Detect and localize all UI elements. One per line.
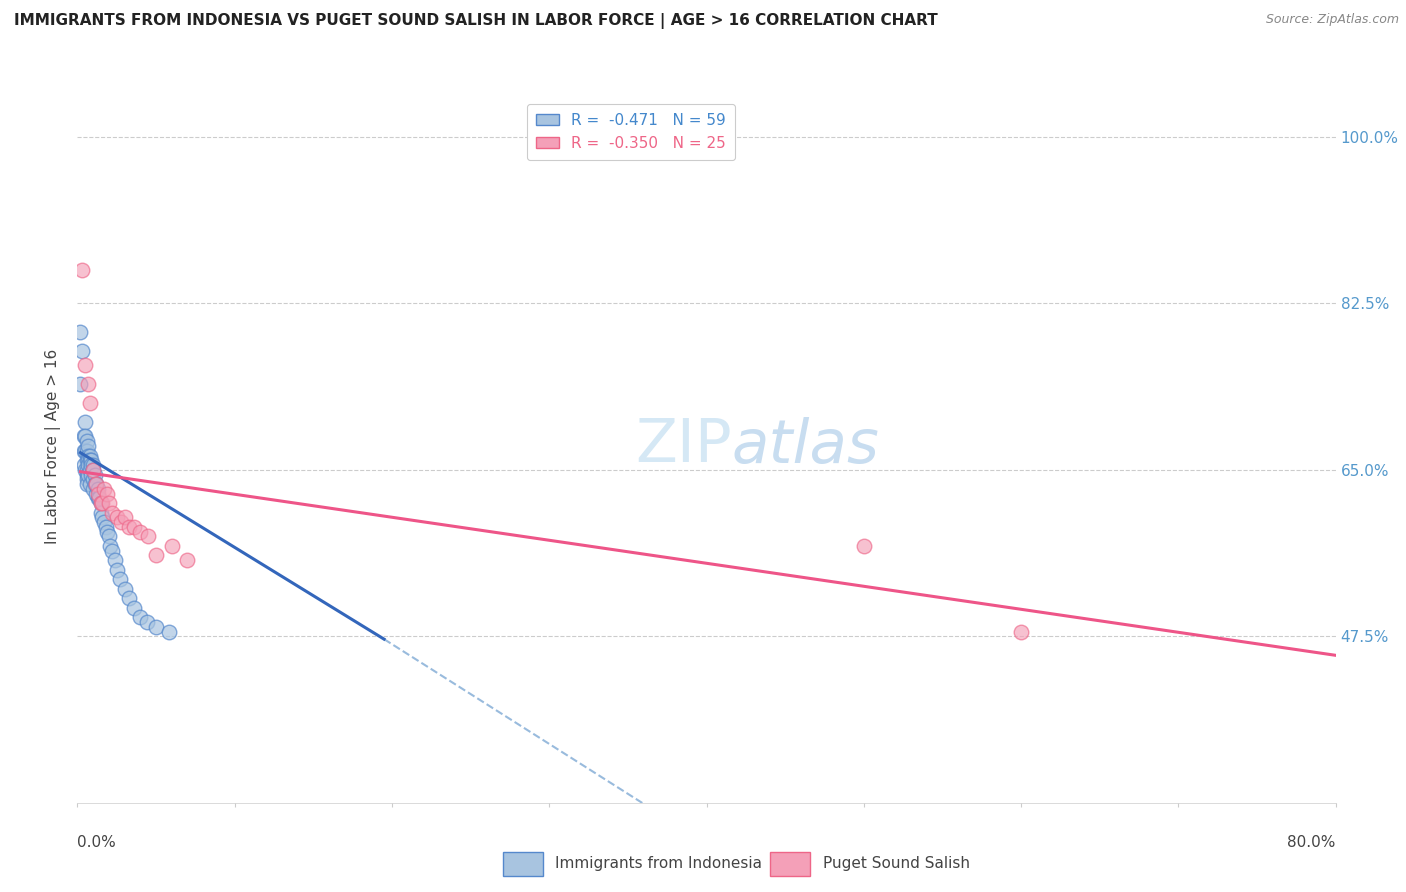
- Point: [94, 520, 117, 534]
- Point: [70, 343, 93, 358]
- Point: [1010, 624, 1032, 639]
- Point: [77, 377, 100, 392]
- Point: [82, 482, 104, 496]
- Point: [90, 496, 112, 510]
- Text: ZIP: ZIP: [636, 417, 731, 475]
- Text: 80.0%: 80.0%: [1288, 835, 1336, 850]
- Point: [84, 477, 107, 491]
- Point: [90, 506, 112, 520]
- Point: [76, 472, 98, 486]
- Point: [80, 458, 103, 472]
- Point: [76, 443, 98, 458]
- Text: Puget Sound Salish: Puget Sound Salish: [823, 856, 970, 871]
- Point: [108, 572, 131, 586]
- Point: [72, 429, 94, 443]
- Point: [82, 463, 104, 477]
- Point: [79, 477, 101, 491]
- Point: [91, 496, 114, 510]
- Point: [105, 563, 128, 577]
- Point: [82, 472, 104, 486]
- Legend: R =  -0.471   N = 59, R =  -0.350   N = 25: R = -0.471 N = 59, R = -0.350 N = 25: [527, 104, 735, 160]
- Point: [84, 486, 107, 500]
- Point: [145, 549, 167, 563]
- Point: [93, 482, 115, 496]
- Point: [101, 506, 124, 520]
- Y-axis label: In Labor Force | Age > 16: In Labor Force | Age > 16: [45, 349, 62, 543]
- Point: [79, 449, 101, 463]
- Point: [98, 539, 121, 553]
- Point: [75, 429, 97, 443]
- Point: [176, 553, 198, 567]
- Point: [76, 477, 98, 491]
- Point: [75, 463, 97, 477]
- Point: [76, 467, 98, 482]
- Point: [84, 477, 107, 491]
- Point: [79, 396, 101, 410]
- Point: [122, 600, 145, 615]
- Point: [79, 463, 101, 477]
- Point: [87, 482, 110, 496]
- Point: [76, 434, 98, 449]
- Point: [93, 515, 115, 529]
- Point: [83, 477, 105, 491]
- Point: [118, 520, 141, 534]
- Text: 0.0%: 0.0%: [77, 835, 117, 850]
- Text: Immigrants from Indonesia: Immigrants from Indonesia: [555, 856, 762, 871]
- Point: [122, 520, 145, 534]
- Point: [97, 529, 120, 543]
- Text: IMMIGRANTS FROM INDONESIA VS PUGET SOUND SALISH IN LABOR FORCE | AGE > 16 CORREL: IMMIGRANTS FROM INDONESIA VS PUGET SOUND…: [14, 13, 938, 29]
- Point: [91, 510, 114, 524]
- Point: [114, 510, 136, 524]
- Point: [114, 582, 136, 596]
- Point: [80, 453, 103, 467]
- Point: [79, 453, 101, 467]
- Point: [110, 515, 132, 529]
- Point: [75, 415, 97, 429]
- Point: [69, 325, 91, 339]
- Point: [75, 443, 97, 458]
- Point: [104, 553, 127, 567]
- Point: [75, 358, 97, 372]
- Point: [90, 496, 112, 510]
- Point: [96, 486, 118, 500]
- Point: [136, 529, 159, 543]
- Point: [72, 458, 94, 472]
- Point: [77, 439, 100, 453]
- Point: [77, 458, 100, 472]
- Point: [77, 453, 100, 467]
- Point: [852, 539, 875, 553]
- Point: [97, 496, 120, 510]
- Point: [76, 453, 98, 467]
- Point: [87, 491, 110, 506]
- Point: [82, 463, 104, 477]
- Point: [76, 463, 98, 477]
- Point: [118, 591, 141, 606]
- Point: [135, 615, 157, 629]
- Point: [89, 491, 111, 506]
- Point: [72, 443, 94, 458]
- Point: [101, 543, 124, 558]
- Point: [87, 486, 110, 500]
- Point: [129, 524, 152, 539]
- Point: [157, 624, 180, 639]
- Point: [82, 458, 104, 472]
- Point: [83, 467, 105, 482]
- Point: [77, 467, 100, 482]
- Point: [69, 377, 91, 392]
- Text: atlas: atlas: [731, 417, 880, 475]
- Text: Source: ZipAtlas.com: Source: ZipAtlas.com: [1265, 13, 1399, 27]
- Point: [160, 539, 183, 553]
- Point: [70, 263, 93, 277]
- Point: [129, 610, 152, 624]
- Point: [105, 510, 128, 524]
- Point: [96, 524, 118, 539]
- Point: [80, 467, 103, 482]
- Point: [145, 620, 167, 634]
- Point: [77, 449, 100, 463]
